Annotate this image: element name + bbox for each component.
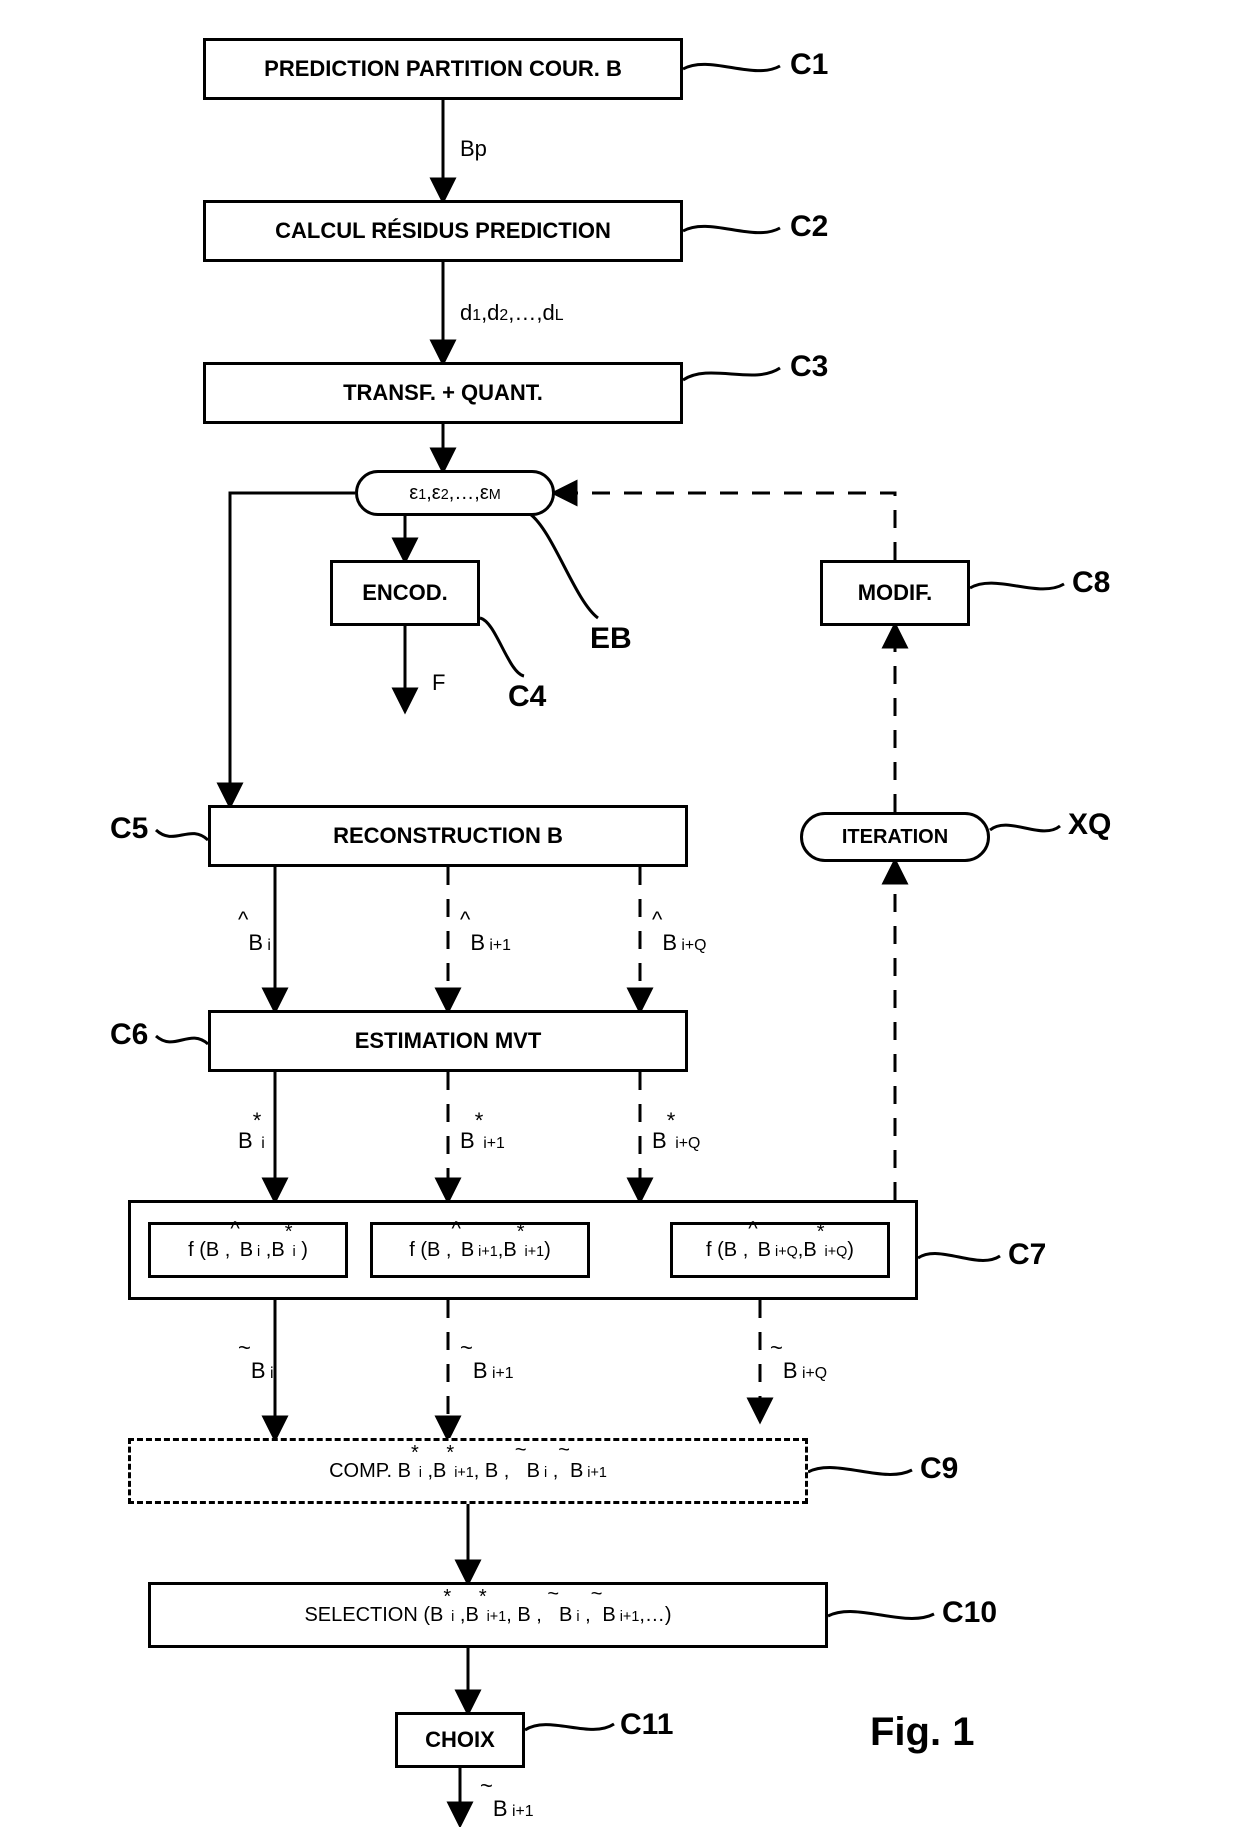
label-eb: EB (590, 622, 632, 656)
label-c2: C2 (790, 210, 828, 244)
node-c1: PREDICTION PARTITION COUR. B (203, 38, 683, 100)
node-c9: COMP. B*i ,B*i+1, B , ~B i ,~B i+1 (128, 1438, 808, 1504)
node-c11: CHOIX (395, 1712, 525, 1768)
label-c7: C7 (1008, 1238, 1046, 1272)
label-c11: C11 (620, 1708, 673, 1742)
node-eb: ε1,ε2,…,εM (355, 470, 555, 516)
edge-label-f: F (432, 670, 445, 696)
label-c3: C3 (790, 350, 828, 384)
edge-label-bsi1: B*i+1 (460, 1128, 505, 1154)
label-c5: C5 (110, 812, 148, 846)
node-c4: ENCOD. (330, 560, 480, 626)
label-c6: C6 (110, 1018, 148, 1052)
connector-layer (0, 0, 1240, 1827)
edge-label-btout: ~B i+1 (480, 1796, 534, 1822)
node-c5: RECONSTRUCTION B (208, 805, 688, 867)
eb-text: ε1,ε2,…,εM (409, 482, 500, 505)
edge-label-bsi: B*i (238, 1128, 265, 1154)
node-c8: MODIF. (820, 560, 970, 626)
label-c1: C1 (790, 48, 828, 82)
node-c7b: f (B ,^B i+1,B*i+1) (370, 1222, 590, 1278)
edge-label-bhiq: ^B i+Q (652, 930, 707, 956)
node-c10: SELECTION (B*i ,B*i+1, B , ~B i ,~B i+1,… (148, 1582, 828, 1648)
node-c6: ESTIMATION MVT (208, 1010, 688, 1072)
label-c8: C8 (1072, 566, 1110, 600)
label-xq: XQ (1068, 808, 1111, 842)
edge-label-bsiq: B*i+Q (652, 1128, 700, 1154)
node-xq: ITERATION (800, 812, 990, 862)
edge-label-bp: Bp (460, 136, 487, 162)
edge-label-bhi: ^B i (238, 930, 271, 956)
edge-label-bti: ~B i (238, 1358, 273, 1384)
edge-label-bti1: ~B i+1 (460, 1358, 514, 1384)
node-c7c: f (B ,^B i+Q,B*i+Q) (670, 1222, 890, 1278)
edge-label-btiq: ~B i+Q (770, 1358, 827, 1384)
node-c3: TRANSF. + QUANT. (203, 362, 683, 424)
edge-label-bhi1: ^B i+1 (460, 930, 511, 956)
node-c2: CALCUL RÉSIDUS PREDICTION (203, 200, 683, 262)
node-c7a: f (B ,^B i ,B*i ) (148, 1222, 348, 1278)
label-c4: C4 (508, 680, 546, 714)
edge-label-dl: d1,d2,…,dL (460, 300, 564, 326)
figure-label: Fig. 1 (870, 1710, 974, 1755)
label-c10: C10 (942, 1596, 997, 1630)
label-c9: C9 (920, 1452, 958, 1486)
